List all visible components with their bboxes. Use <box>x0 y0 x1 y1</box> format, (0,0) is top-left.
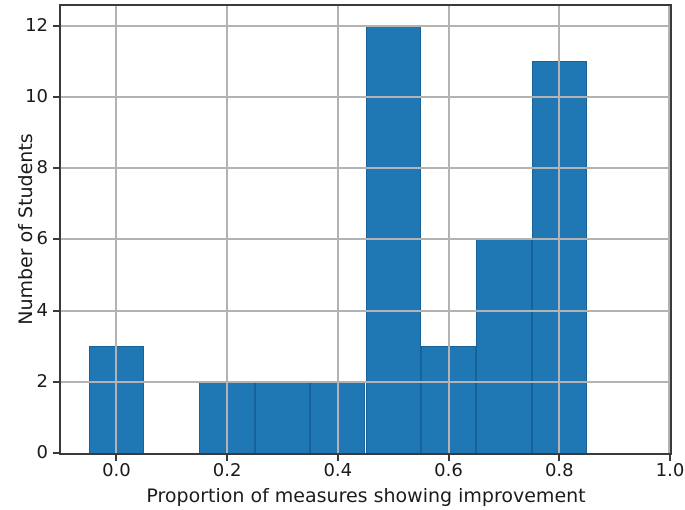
x-tick-mark <box>447 455 450 461</box>
x-tick-label: 0.8 <box>544 460 574 481</box>
y-tick-mark <box>53 380 59 383</box>
y-gridline <box>61 380 670 383</box>
y-gridline <box>61 95 670 98</box>
x-gridline <box>558 6 561 453</box>
y-tick-mark <box>53 167 59 170</box>
x-gridline <box>668 6 670 453</box>
y-gridline <box>61 167 670 170</box>
y-tick-mark <box>53 452 59 454</box>
y-gridline <box>61 309 670 312</box>
y-tick-label: 8 <box>36 157 48 179</box>
y-gridline <box>61 24 670 27</box>
y-tick-label: 2 <box>36 370 48 392</box>
x-gridline <box>115 6 118 453</box>
y-tick-mark <box>53 309 59 312</box>
histogram-bar <box>254 381 311 453</box>
y-tick-mark <box>53 24 59 27</box>
y-axis-label: Number of Students <box>15 133 37 325</box>
y-tick-label: 0 <box>36 442 48 463</box>
x-tick-mark <box>336 455 339 461</box>
plot-area <box>59 4 672 455</box>
x-tick-mark <box>226 455 229 461</box>
x-tick-label: 0.6 <box>434 460 463 481</box>
x-gridline <box>336 6 339 453</box>
y-gridline <box>61 238 670 241</box>
x-tick-mark <box>115 455 118 461</box>
y-tick-label: 6 <box>36 228 48 250</box>
y-tick-label: 10 <box>25 85 48 107</box>
x-tick-label: 0.2 <box>212 460 242 481</box>
histogram-bar <box>476 239 532 453</box>
x-tick-mark <box>669 455 671 461</box>
x-tick-mark <box>558 455 561 461</box>
y-tick-label: 4 <box>36 299 48 321</box>
y-tick-mark <box>53 238 59 241</box>
x-gridline <box>226 6 229 453</box>
y-tick-mark <box>53 95 59 98</box>
x-gridline <box>447 6 450 453</box>
y-tick-label: 12 <box>25 14 48 36</box>
x-tick-label: 0.4 <box>323 460 353 481</box>
x-tick-label: 1.0 <box>655 460 685 481</box>
x-axis-label: Proportion of measures showing improveme… <box>146 485 586 507</box>
x-tick-label: 0.0 <box>102 460 131 481</box>
